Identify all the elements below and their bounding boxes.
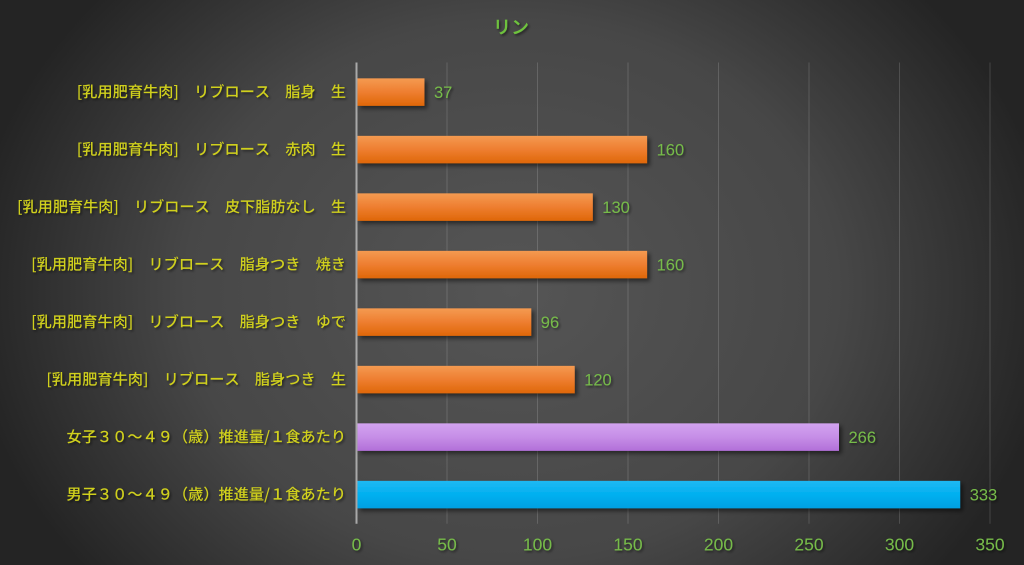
- svg-text:96: 96: [541, 314, 559, 332]
- svg-text:266: 266: [849, 429, 877, 447]
- svg-text:150: 150: [613, 535, 642, 555]
- svg-text:0: 0: [352, 535, 362, 555]
- svg-text:160: 160: [657, 257, 685, 275]
- svg-text:50: 50: [437, 535, 457, 555]
- svg-text:250: 250: [794, 535, 823, 555]
- svg-text:350: 350: [975, 535, 1004, 555]
- svg-text:130: 130: [602, 199, 630, 217]
- svg-text:200: 200: [704, 535, 733, 555]
- svg-text:160: 160: [657, 142, 685, 160]
- svg-text:120: 120: [584, 372, 612, 390]
- svg-text:300: 300: [885, 535, 914, 555]
- svg-text:37: 37: [434, 84, 452, 102]
- svg-text:100: 100: [523, 535, 552, 555]
- svg-text:333: 333: [970, 487, 998, 505]
